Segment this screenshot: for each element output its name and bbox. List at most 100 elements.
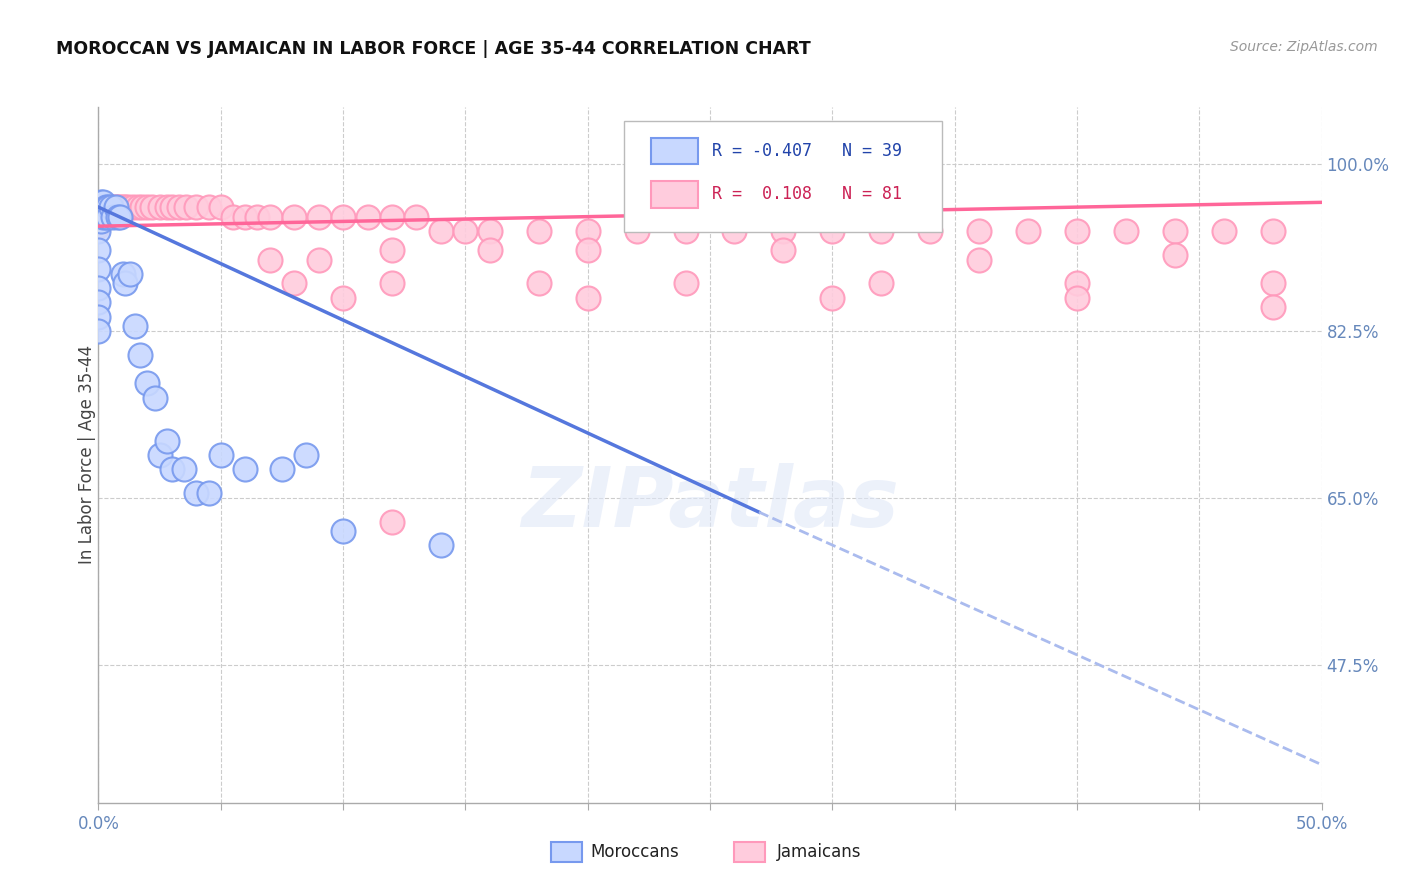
Text: R =  0.108   N = 81: R = 0.108 N = 81 xyxy=(713,185,903,203)
Point xyxy=(87,224,110,238)
Point xyxy=(87,200,110,214)
Point xyxy=(91,195,114,210)
Point xyxy=(124,319,146,334)
Point xyxy=(90,214,112,228)
Point xyxy=(920,224,942,238)
Point xyxy=(136,376,159,391)
FancyBboxPatch shape xyxy=(651,181,697,208)
Point xyxy=(197,486,219,500)
FancyBboxPatch shape xyxy=(734,842,765,862)
Point xyxy=(967,224,990,238)
Point xyxy=(94,210,117,224)
Point xyxy=(430,224,453,238)
Point xyxy=(626,224,648,238)
Point xyxy=(94,200,117,214)
Point xyxy=(94,210,117,224)
Point xyxy=(143,391,166,405)
Point xyxy=(259,210,281,224)
Point xyxy=(87,281,110,295)
Point xyxy=(90,210,112,224)
Point xyxy=(283,210,305,224)
Point xyxy=(1164,248,1187,262)
Point xyxy=(107,200,129,214)
Point xyxy=(430,539,453,553)
Point xyxy=(576,224,599,238)
Point xyxy=(1164,224,1187,238)
FancyBboxPatch shape xyxy=(651,137,697,164)
Point xyxy=(1017,224,1039,238)
Point xyxy=(160,462,183,476)
Point xyxy=(478,224,501,238)
Point xyxy=(87,243,110,257)
Text: Source: ZipAtlas.com: Source: ZipAtlas.com xyxy=(1230,40,1378,54)
Point xyxy=(381,210,404,224)
Point xyxy=(233,462,256,476)
Point xyxy=(111,267,134,281)
Point xyxy=(1066,291,1088,305)
Point xyxy=(308,210,330,224)
Point xyxy=(332,524,354,538)
Point xyxy=(156,200,179,214)
Point xyxy=(97,200,120,214)
Point xyxy=(94,200,117,214)
Point xyxy=(233,210,256,224)
Point xyxy=(129,348,152,362)
Point xyxy=(478,243,501,257)
Point xyxy=(772,243,794,257)
Point xyxy=(197,200,219,214)
Point xyxy=(246,210,269,224)
FancyBboxPatch shape xyxy=(551,842,582,862)
Point xyxy=(209,448,232,462)
Point xyxy=(723,224,745,238)
Point xyxy=(176,200,198,214)
Point xyxy=(87,324,110,338)
Point xyxy=(100,200,122,214)
Text: ZIPatlas: ZIPatlas xyxy=(522,463,898,544)
Point xyxy=(160,200,183,214)
Point xyxy=(270,462,294,476)
Point xyxy=(1261,224,1284,238)
Point xyxy=(167,200,190,214)
Point xyxy=(576,291,599,305)
Point xyxy=(821,224,844,238)
Point xyxy=(136,200,159,214)
Text: Jamaicans: Jamaicans xyxy=(778,843,862,861)
Point xyxy=(259,252,281,267)
Point xyxy=(114,277,136,291)
Point xyxy=(107,210,129,224)
Point xyxy=(675,277,697,291)
Point xyxy=(870,277,893,291)
Text: MOROCCAN VS JAMAICAN IN LABOR FORCE | AGE 35-44 CORRELATION CHART: MOROCCAN VS JAMAICAN IN LABOR FORCE | AG… xyxy=(56,40,811,58)
Point xyxy=(1066,224,1088,238)
Point xyxy=(127,200,149,214)
Point xyxy=(527,224,550,238)
Point xyxy=(90,200,112,214)
Point xyxy=(110,200,132,214)
Point xyxy=(91,210,114,224)
Text: Moroccans: Moroccans xyxy=(591,843,679,861)
Point xyxy=(141,200,163,214)
Point xyxy=(91,200,114,214)
Point xyxy=(772,224,794,238)
FancyBboxPatch shape xyxy=(624,121,942,232)
Point xyxy=(1261,277,1284,291)
Point xyxy=(87,210,110,224)
Point xyxy=(1261,300,1284,314)
Point xyxy=(870,224,893,238)
Point xyxy=(149,448,172,462)
Point xyxy=(1212,224,1234,238)
Point xyxy=(186,200,208,214)
Point xyxy=(87,219,110,234)
Point xyxy=(104,200,127,214)
Point xyxy=(186,486,208,500)
Text: R = -0.407   N = 39: R = -0.407 N = 39 xyxy=(713,142,903,160)
Point xyxy=(381,515,404,529)
Point xyxy=(332,210,354,224)
Point xyxy=(97,210,120,224)
Point xyxy=(100,200,122,214)
Point xyxy=(91,210,114,224)
Point xyxy=(120,267,142,281)
Point xyxy=(222,210,245,224)
Point xyxy=(405,210,427,224)
Point xyxy=(1066,277,1088,291)
